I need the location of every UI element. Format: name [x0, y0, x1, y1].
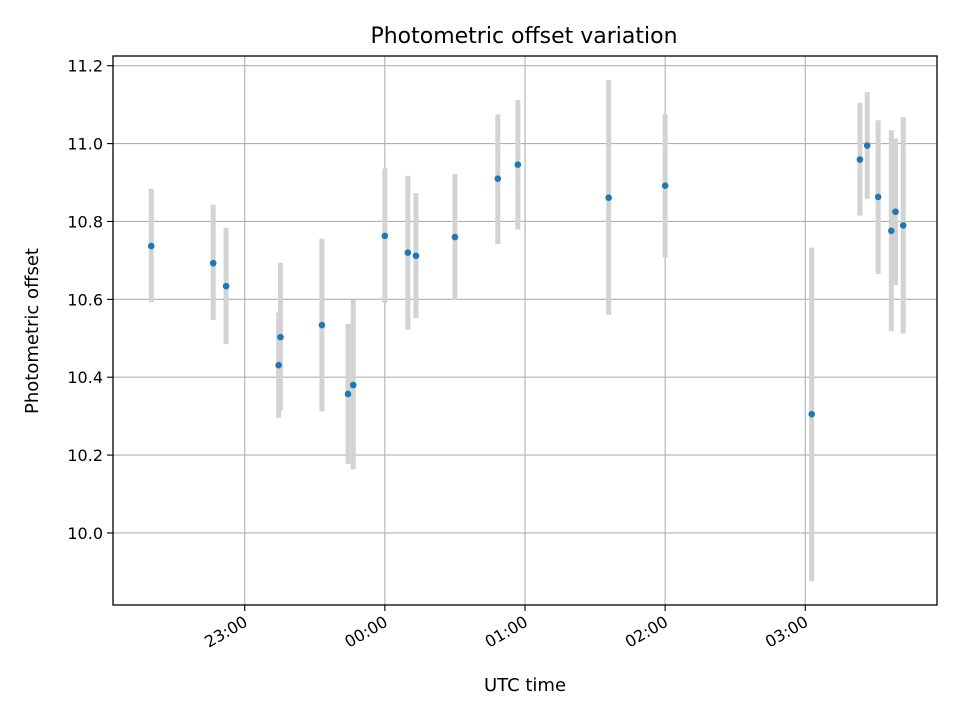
y-tick-label: 10.6: [67, 290, 103, 309]
data-point: [899, 222, 907, 229]
x-tick-label: 03:00: [762, 612, 811, 652]
y-tick-label: 10.0: [67, 524, 103, 543]
data-point: [514, 161, 522, 168]
error-bars: [148, 80, 906, 582]
x-tick-label: 00:00: [341, 612, 390, 652]
x-tick-label: 23:00: [201, 612, 250, 652]
y-tick-label: 10.8: [67, 212, 103, 231]
data-point: [344, 390, 352, 398]
y-tick-label: 10.2: [67, 446, 103, 465]
y-axis-ticks: 10.0 10.2 10.4 10.6 10.8 11.0 11.2: [67, 57, 113, 543]
x-axis-ticks: 23:00 00:00 01:00 02:00 03:00: [201, 605, 811, 652]
y-tick-label: 11.0: [67, 135, 103, 154]
data-point: [888, 227, 895, 235]
x-axis-label: UTC time: [484, 675, 566, 696]
data-point: [349, 381, 357, 389]
data-point: [863, 142, 871, 149]
y-axis-label: Photometric offset: [22, 248, 43, 414]
x-tick-label: 02:00: [622, 612, 671, 652]
data-point: [892, 208, 899, 216]
data-point: [318, 321, 326, 329]
grid-lines: [113, 56, 937, 605]
data-points: [147, 142, 907, 418]
data-point: [451, 233, 459, 241]
data-point: [147, 242, 155, 250]
data-point: [275, 361, 282, 369]
data-point: [661, 182, 669, 189]
data-point: [494, 175, 502, 182]
chart-title: Photometric offset variation: [370, 24, 677, 49]
data-point: [404, 249, 412, 256]
y-tick-label: 11.2: [67, 57, 103, 76]
data-point: [222, 282, 230, 290]
data-point: [381, 232, 389, 240]
data-point: [412, 252, 420, 260]
data-point: [874, 193, 882, 201]
data-point: [209, 259, 217, 267]
data-point: [605, 194, 612, 202]
y-tick-label: 10.4: [67, 368, 103, 387]
data-point: [856, 156, 864, 163]
data-point: [808, 410, 816, 418]
data-point: [277, 333, 284, 341]
x-tick-label: 01:00: [482, 612, 531, 652]
